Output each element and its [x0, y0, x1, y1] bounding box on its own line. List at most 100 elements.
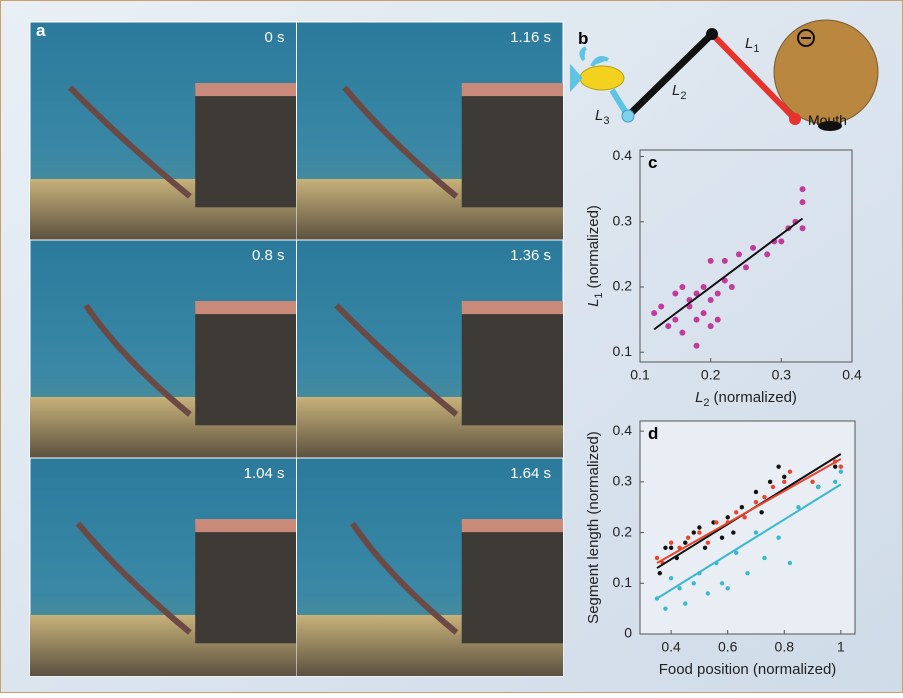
point: [778, 238, 784, 244]
symbol: L: [585, 299, 602, 307]
x-tick-label: 0.1: [630, 367, 650, 383]
point: [665, 323, 671, 329]
panel-letter: c: [648, 153, 657, 172]
point: [715, 317, 721, 323]
point: [762, 556, 766, 560]
point: [708, 323, 714, 329]
joint: [789, 113, 801, 125]
point: [655, 556, 659, 560]
x-tick-label: 1: [837, 639, 845, 655]
point: [833, 464, 837, 468]
point: [658, 304, 664, 310]
point: [740, 505, 744, 509]
point: [663, 606, 667, 610]
point: [839, 470, 843, 474]
joint: [622, 110, 634, 122]
figure: 0 s1.16 s0.8 s1.36 s1.04 s1.64 sa b L1 L…: [0, 0, 903, 693]
point: [839, 464, 843, 468]
point: [768, 480, 772, 484]
block: [462, 305, 563, 425]
point: [782, 480, 786, 484]
point: [703, 546, 707, 550]
panel-letter: a: [36, 21, 46, 40]
text: (normalized): [714, 389, 797, 406]
y-tick-label: 0.2: [613, 523, 633, 539]
block: [462, 523, 563, 643]
point: [722, 258, 728, 264]
xlabel: Food position (normalized): [659, 661, 837, 678]
y-tick-label: 0.1: [613, 343, 633, 359]
point: [736, 251, 742, 257]
fish: [580, 66, 624, 90]
block: [195, 305, 296, 425]
point: [720, 535, 724, 539]
point: [706, 541, 710, 545]
point: [800, 199, 806, 205]
y-tick-label: 0.2: [613, 278, 633, 294]
panel-letter: d: [648, 424, 658, 443]
point: [816, 485, 820, 489]
point: [754, 500, 758, 504]
point: [669, 546, 673, 550]
photo-frame: 0 s: [30, 22, 297, 240]
photo-frame: 1.16 s: [297, 22, 564, 240]
point: [771, 485, 775, 489]
point: [706, 591, 710, 595]
y-tick-label: 0.3: [613, 212, 633, 228]
point: [810, 480, 814, 484]
x-tick-label: 0.8: [775, 639, 795, 655]
y-tick-label: 0: [624, 625, 632, 641]
subscript: 1: [593, 292, 605, 298]
plot-area: [640, 421, 855, 634]
y-tick-label: 0.4: [613, 422, 633, 438]
point: [720, 581, 724, 585]
subscript: 2: [703, 397, 709, 409]
point: [715, 291, 721, 297]
block-top: [195, 83, 296, 96]
point: [742, 515, 746, 519]
point: [754, 490, 758, 494]
point: [694, 343, 700, 349]
point: [800, 186, 806, 192]
point: [734, 510, 738, 514]
x-tick-label: 0.4: [842, 367, 862, 383]
block-top: [195, 301, 296, 314]
point: [683, 601, 687, 605]
point: [776, 464, 780, 468]
joint: [706, 28, 718, 40]
head: [774, 20, 878, 124]
point: [692, 530, 696, 534]
point: [677, 586, 681, 590]
point: [788, 470, 792, 474]
time-label: 0.8 s: [252, 247, 285, 264]
point: [708, 297, 714, 303]
point: [697, 530, 701, 534]
point: [743, 264, 749, 270]
time-label: 0 s: [264, 29, 284, 46]
block-top: [462, 83, 563, 96]
point: [725, 515, 729, 519]
point: [701, 310, 707, 316]
point: [651, 310, 657, 316]
point: [762, 495, 766, 499]
point: [672, 291, 678, 297]
point: [679, 330, 685, 336]
photo-frame: 0.8 s: [30, 240, 297, 458]
panel-a: 0 s1.16 s0.8 s1.36 s1.04 s1.64 sa: [30, 21, 563, 676]
point: [714, 520, 718, 524]
y-tick-label: 0.1: [613, 574, 633, 590]
x-tick-label: 0.3: [772, 367, 792, 383]
point: [708, 258, 714, 264]
symbol: L: [695, 389, 703, 406]
time-label: 1.16 s: [510, 29, 551, 46]
block: [195, 87, 296, 207]
point: [764, 251, 770, 257]
panel-letter: b: [578, 29, 588, 48]
point: [750, 245, 756, 251]
y-tick-label: 0.4: [613, 147, 633, 163]
photo-frame: 1.04 s: [30, 458, 297, 676]
text: Segment length (normalized): [585, 431, 602, 624]
point: [669, 576, 673, 580]
point: [729, 284, 735, 290]
photo-frame: 1.64 s: [297, 458, 564, 676]
